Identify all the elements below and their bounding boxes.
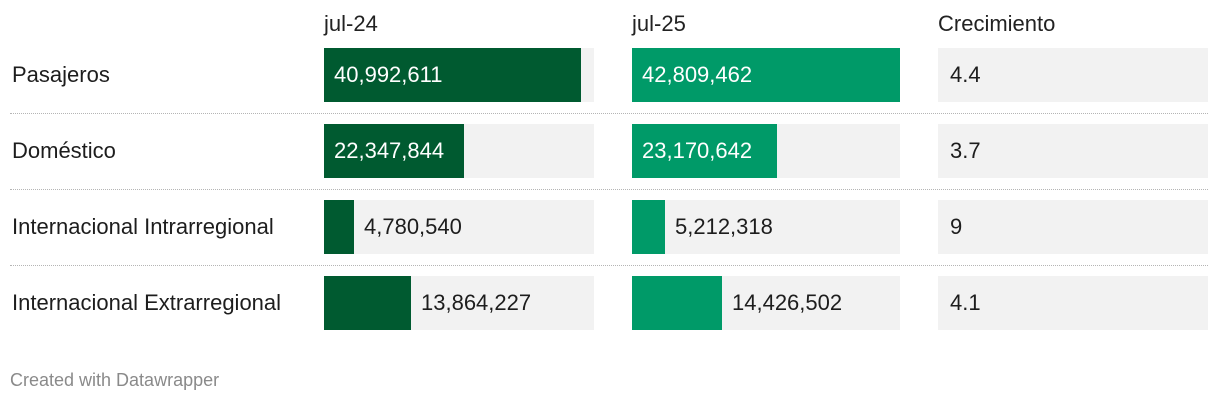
row-label: Internacional Extrarregional: [12, 290, 282, 315]
bar-jul25: [632, 200, 665, 254]
growth-value: 4.1: [950, 290, 981, 315]
bar-value-jul25: 23,170,642: [642, 138, 753, 163]
bar-track-jul25: 23,170,642: [632, 124, 900, 178]
column-header-jul-24: jul-24: [324, 11, 378, 36]
bar-track-jul25: 42,809,462: [632, 48, 900, 102]
growth-value: 3.7: [950, 138, 981, 163]
row-label: Doméstico: [12, 138, 116, 163]
row-label: Internacional Intrarregional: [12, 214, 274, 239]
column-header-crecimiento: Crecimiento: [938, 11, 1056, 36]
bar-value-jul25: 14,426,502: [732, 290, 843, 315]
row-label: Pasajeros: [12, 62, 110, 87]
bar-jul25: [632, 124, 777, 178]
column-header-jul-25: jul-25: [632, 11, 686, 36]
bar-jul24: [324, 200, 354, 254]
bar-value-jul24: 22,347,844: [334, 138, 445, 163]
bar-track-jul25: 5,212,318: [632, 200, 900, 254]
bar-jul24: [324, 124, 464, 178]
bar-jul25: [632, 276, 722, 330]
row-divider: [10, 189, 1208, 190]
bar-value-jul24: 40,992,611: [334, 62, 443, 87]
bar-jul25: [632, 48, 900, 102]
bar-track-jul24: 40,992,611: [324, 48, 594, 102]
bar-jul24: [324, 276, 411, 330]
bar-value-jul25: 42,809,462: [642, 62, 753, 87]
table-row: Doméstico 22,347,844 23,170,642 3.7: [0, 124, 1220, 178]
row-divider: [10, 265, 1208, 266]
table-row: Internacional Intrarregional 4,780,540 5,2…: [0, 200, 1220, 254]
bar-value-jul25: 5,212,318: [675, 214, 773, 239]
bar-track-jul25: 14,426,502: [632, 276, 900, 330]
growth-cell: 4.4: [938, 48, 1208, 102]
growth-cell: 4.1: [938, 276, 1208, 330]
credit-text: Created with Datawrapper: [10, 370, 220, 390]
bar-track-jul24: 13,864,227: [324, 276, 594, 330]
table-row: Internacional Extrarregional 13,864,227 14…: [0, 276, 1220, 330]
bar-track-jul24: 4,780,540: [324, 200, 594, 254]
bar-jul24: [324, 48, 581, 102]
bar-track-jul24: 22,347,844: [324, 124, 594, 178]
bar-value-jul24: 13,864,227: [421, 290, 532, 315]
table-row: Pasajeros 40,992,611 42,809,462 4.4: [0, 48, 1220, 102]
growth-value: 4.4: [950, 62, 981, 87]
growth-cell: 9: [938, 200, 1208, 254]
growth-cell: 3.7: [938, 124, 1208, 178]
growth-value: 9: [950, 214, 963, 239]
row-divider: [10, 113, 1208, 114]
bar-value-jul24: 4,780,540: [364, 214, 462, 239]
